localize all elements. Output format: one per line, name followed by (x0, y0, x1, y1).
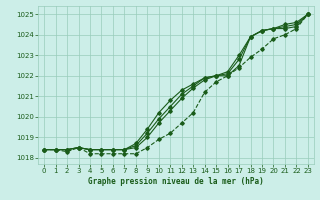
X-axis label: Graphe pression niveau de la mer (hPa): Graphe pression niveau de la mer (hPa) (88, 177, 264, 186)
